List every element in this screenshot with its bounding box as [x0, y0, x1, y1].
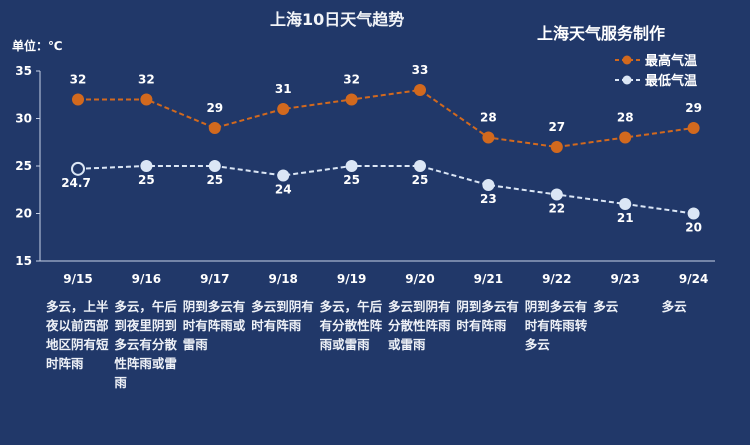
- low-temp-point: [482, 179, 495, 191]
- low-temp-point: [550, 188, 563, 201]
- high-temp-point: [140, 93, 153, 106]
- legend-label: 最低气温: [645, 73, 697, 89]
- high-temp-point: [277, 103, 290, 115]
- high-temp-point: [687, 122, 700, 134]
- x-tick-label: 9/20: [405, 272, 434, 286]
- chart-title: 上海10日天气趋势: [270, 10, 405, 29]
- high-temp-point: [345, 93, 358, 106]
- weather-description: 阴到多云有时有阵雨转多云: [524, 299, 588, 352]
- low-temp-point: [71, 161, 85, 176]
- high-temp-point: [482, 131, 495, 144]
- weather-description: 多云到阴有分散性阵雨或雷雨: [388, 299, 451, 352]
- low-temp-point: [277, 169, 290, 182]
- high-temp-point: [72, 93, 84, 106]
- weather-description: 多云: [593, 299, 619, 314]
- low-temp-label: 24: [275, 183, 292, 197]
- low-temp-label: 23: [480, 192, 497, 206]
- x-tick-label: 9/16: [132, 272, 161, 286]
- high-temp-point: [550, 141, 563, 153]
- weather-description: 阴到多云有时有阵雨: [456, 299, 519, 333]
- weather-description: 多云，午后到夜里阴到多云有分散性阵雨或雷雨: [114, 299, 177, 390]
- x-tick-label: 9/22: [542, 272, 571, 286]
- low-temp-label: 20: [685, 221, 702, 235]
- x-tick-label: 9/18: [268, 272, 297, 286]
- weather-description: 多云: [661, 299, 687, 314]
- low-temp-point: [345, 160, 358, 172]
- weather-description: 多云到阴有时有阵雨: [251, 299, 314, 333]
- weather-description: 多云，上半夜以前西部地区阴有短时阵雨: [46, 299, 109, 371]
- high-temp-label: 31: [275, 82, 292, 96]
- low-temp-label: 25: [343, 173, 360, 187]
- x-tick-label: 9/15: [63, 272, 92, 286]
- unit-label: 单位：℃: [12, 39, 63, 53]
- weather-description: 多云，午后有分散性阵雨或雷雨: [319, 299, 383, 352]
- low-temp-label: 25: [138, 173, 155, 187]
- low-temp-point: [619, 198, 632, 210]
- high-temp-label: 27: [548, 120, 565, 134]
- low-temp-point: [687, 207, 700, 220]
- y-tick-label: 25: [15, 159, 32, 173]
- y-tick-label: 20: [15, 207, 32, 221]
- weather-description: 阴到多云有时有阵雨或雷雨: [182, 299, 246, 352]
- high-temp-label: 32: [138, 73, 155, 87]
- high-temp-label: 29: [206, 101, 223, 115]
- low-temp-point: [414, 160, 426, 172]
- low-temp-point: [140, 160, 153, 172]
- high-temp-label: 33: [412, 63, 429, 77]
- high-temp-label: 32: [70, 73, 87, 87]
- x-tick-label: 9/19: [337, 272, 366, 286]
- high-temp-label: 28: [617, 111, 634, 125]
- low-temp-label: 21: [617, 211, 634, 225]
- high-temp-line: [78, 88, 694, 149]
- y-tick-label: 30: [15, 112, 32, 126]
- low-temp-line: [77, 165, 694, 215]
- high-temp-point: [208, 122, 221, 134]
- low-temp-point: [208, 160, 221, 172]
- y-tick-label: 15: [15, 254, 32, 268]
- low-temp-label: 25: [206, 173, 223, 187]
- high-temp-point: [414, 84, 426, 96]
- x-tick-label: 9/17: [200, 272, 229, 286]
- high-temp-point: [619, 131, 632, 144]
- brand-label: 上海天气服务制作: [537, 24, 666, 43]
- low-temp-label: 25: [412, 173, 429, 187]
- legend-label: 最高气温: [645, 53, 697, 69]
- x-tick-label: 9/24: [679, 272, 708, 286]
- legend-marker: [622, 75, 632, 85]
- high-temp-label: 32: [343, 73, 360, 87]
- x-tick-label: 9/21: [474, 272, 503, 286]
- high-temp-label: 28: [480, 111, 497, 125]
- high-temp-label: 29: [685, 101, 702, 115]
- y-tick-label: 35: [15, 64, 32, 78]
- x-tick-label: 9/23: [610, 272, 639, 286]
- legend-marker: [622, 55, 632, 65]
- low-temp-label: 22: [548, 202, 565, 216]
- low-temp-label: 24.7: [61, 176, 91, 190]
